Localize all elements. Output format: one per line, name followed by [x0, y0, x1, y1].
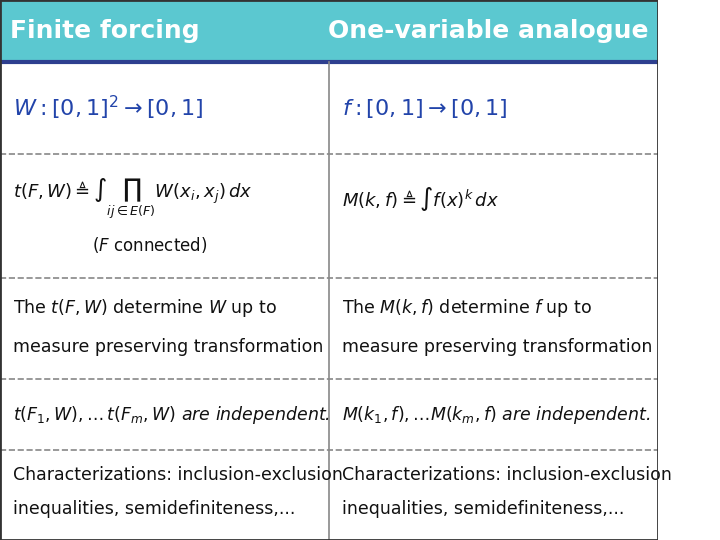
Text: Characterizations: inclusion-exclusion: Characterizations: inclusion-exclusion — [13, 467, 343, 484]
Text: Finite forcing: Finite forcing — [10, 19, 199, 43]
Text: $M(k_1,f),\ldots M(k_m,f)$ are independent.: $M(k_1,f),\ldots M(k_m,f)$ are independe… — [342, 404, 651, 426]
Text: Characterizations: inclusion-exclusion: Characterizations: inclusion-exclusion — [342, 467, 672, 484]
Text: $t(F,W) \triangleq \int \prod_{ij\in E(F)} W(x_i,x_j)\,dx$: $t(F,W) \triangleq \int \prod_{ij\in E(F… — [13, 177, 253, 221]
Text: inequalities, semidefiniteness,...: inequalities, semidefiniteness,... — [13, 500, 295, 518]
Text: $f:[0,1] \to [0,1]$: $f:[0,1] \to [0,1]$ — [342, 97, 508, 119]
Text: $M(k,f) \triangleq \int f(x)^k\,dx$: $M(k,f) \triangleq \int f(x)^k\,dx$ — [342, 185, 499, 213]
Text: The $M(k,f)$ determine $f$ up to: The $M(k,f)$ determine $f$ up to — [342, 298, 593, 319]
Text: $(F$ connected$)$: $(F$ connected$)$ — [92, 234, 207, 254]
Text: $W:[0,1]^2 \to [0,1]$: $W:[0,1]^2 \to [0,1]$ — [13, 94, 204, 122]
Text: The $t(F,W)$ determine $W$ up to: The $t(F,W)$ determine $W$ up to — [13, 298, 277, 319]
Text: measure preserving transformation: measure preserving transformation — [342, 338, 652, 356]
Text: One-variable analogue: One-variable analogue — [328, 19, 648, 43]
Text: measure preserving transformation: measure preserving transformation — [13, 338, 323, 356]
Bar — [0, 0, 658, 62]
Text: $t(F_1,W),\ldots\,t(F_m,W)$ are independent.: $t(F_1,W),\ldots\,t(F_m,W)$ are independ… — [13, 404, 330, 426]
Text: inequalities, semidefiniteness,...: inequalities, semidefiniteness,... — [342, 500, 624, 518]
